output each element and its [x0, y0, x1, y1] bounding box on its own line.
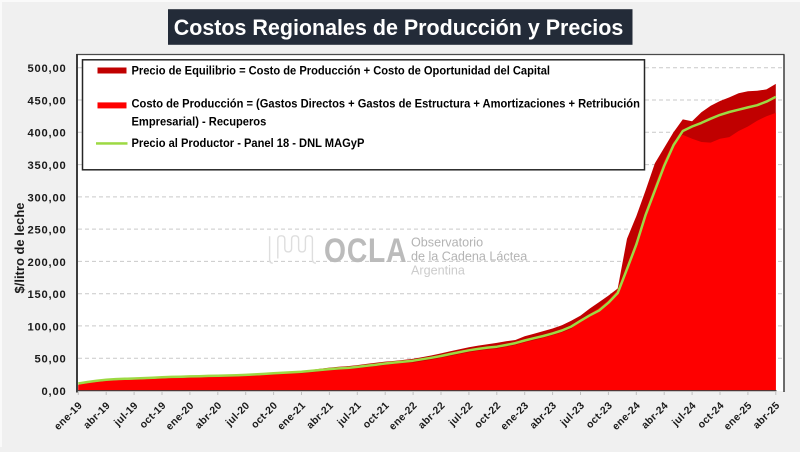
svg-text:100,00: 100,00	[27, 321, 66, 333]
svg-text:OCLA: OCLA	[324, 230, 407, 269]
svg-text:350,00: 350,00	[27, 160, 66, 172]
svg-text:Observatorio: Observatorio	[411, 236, 483, 250]
svg-text:Costos Regionales de Producció: Costos Regionales de Producción y Precio…	[174, 14, 624, 40]
svg-text:50,00: 50,00	[35, 354, 67, 366]
svg-text:400,00: 400,00	[27, 128, 66, 140]
svg-text:Precio de Equilibrio = Costo d: Precio de Equilibrio = Costo de Producci…	[132, 65, 550, 77]
svg-text:250,00: 250,00	[27, 225, 66, 237]
svg-text:0,00: 0,00	[42, 386, 67, 398]
svg-text:200,00: 200,00	[27, 257, 66, 269]
svg-text:500,00: 500,00	[27, 63, 66, 75]
svg-text:Costo de Producción = (Gastos: Costo de Producción = (Gastos Directos +…	[132, 98, 640, 110]
svg-text:Argentina: Argentina	[411, 264, 465, 278]
svg-text:Precio al Productor - Panel 18: Precio al Productor - Panel 18 - DNL MAG…	[132, 138, 365, 150]
svg-text:150,00: 150,00	[27, 289, 66, 301]
svg-text:Empresarial) - Recuperos: Empresarial) - Recuperos	[132, 116, 267, 128]
svg-text:300,00: 300,00	[27, 192, 66, 204]
svg-text:$/litro de leche: $/litro de leche	[12, 202, 27, 293]
svg-text:450,00: 450,00	[27, 95, 66, 107]
svg-text:de la Cadena Láctea: de la Cadena Láctea	[411, 249, 527, 263]
